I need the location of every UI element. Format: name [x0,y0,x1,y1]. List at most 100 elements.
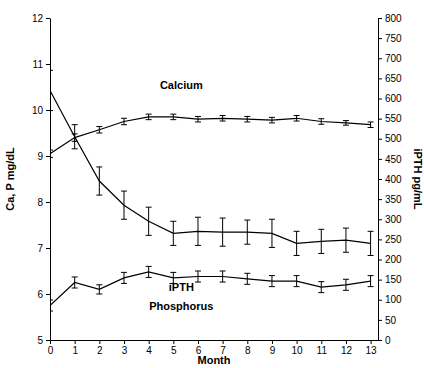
tick-label: 5 [171,345,177,356]
tick-label: 100 [385,294,402,305]
error-cap [195,271,201,272]
error-stem [99,167,100,195]
error-bar [170,114,176,120]
error-cap [50,110,53,111]
tick-label: 0 [48,345,54,356]
error-stem [123,118,124,124]
error-bar [269,219,275,247]
tick-label: 9 [37,151,43,162]
error-cap [294,255,300,256]
tick: 150 [378,274,402,285]
error-stem [247,116,248,122]
error-cap [121,124,127,125]
tick-label: 11 [33,59,44,70]
tick-label: 200 [385,254,402,265]
error-cap [50,311,53,312]
error-stem [370,122,371,128]
error-stem [197,116,198,122]
y2-axis: 0501001502002503003504004505005506006507… [378,13,402,346]
error-bar [195,271,201,282]
error-bar [318,282,324,293]
tick-mark [297,340,298,344]
error-cap [121,219,127,220]
tick: 300 [378,214,402,225]
error-bar [121,272,127,283]
error-cap [318,124,324,125]
tick: 10 [292,340,304,356]
tick: 3 [122,340,128,356]
tick-label: 650 [385,73,402,84]
error-cap [96,284,102,285]
error-bar [220,271,226,282]
tick: 8 [37,197,50,208]
tick-mark [46,18,50,19]
error-cap [96,294,102,295]
y-axis-title: Ca, P mg/dL [4,147,16,211]
error-cap [146,277,152,278]
tick-mark [378,219,382,220]
tick-mark [378,159,382,160]
tick-mark [378,78,382,79]
error-stem [370,231,371,255]
tick-mark [378,38,382,39]
error-cap [269,117,275,118]
tick: 350 [378,194,402,205]
error-bar [96,285,102,294]
y2-axis-title: iPTH pg/mL [412,148,424,209]
tick-mark [378,139,382,140]
error-bar [72,125,78,149]
tick-label: 3 [122,345,128,356]
tick: 50 [378,315,397,326]
tick: 7 [37,243,50,254]
tick: 2 [97,340,103,356]
series-labels: CalciumiPTHPhosphorus [149,79,213,312]
tick-mark [75,340,76,344]
tick-label: 150 [385,274,402,285]
error-cap [269,122,275,123]
error-bar [50,150,53,157]
tick: 700 [378,53,402,64]
tick-mark [378,320,382,321]
tick: 400 [378,174,402,185]
error-stem [74,277,75,288]
series-label: Phosphorus [149,300,213,312]
tick: 5 [37,335,50,346]
error-bar [121,118,127,124]
tick-mark [46,202,50,203]
error-cap [96,126,102,127]
tick-mark [223,340,224,344]
tick: 200 [378,254,402,265]
tick-label: 10 [292,345,304,356]
error-cap [220,282,226,283]
tick: 650 [378,73,402,84]
error-cap [269,275,275,276]
error-bar [146,114,152,120]
tick-mark [247,340,248,344]
tick-label: 10 [32,105,44,116]
error-stem [50,300,51,311]
error-cap [343,290,349,291]
error-bar [244,116,250,122]
error-stem [247,273,248,284]
error-stem [148,207,149,235]
error-bar [368,276,374,287]
error-cap [343,125,349,126]
tick-label: 400 [385,174,402,185]
error-stem [247,220,248,244]
error-stem [123,272,124,283]
error-stem [321,229,322,253]
error-cap [121,118,127,119]
tick-label: 50 [385,315,397,326]
error-stem [345,228,346,252]
error-cap [121,272,127,273]
error-bar [195,116,201,122]
error-cap [96,195,102,196]
error-cap [294,121,300,122]
tick-mark [378,280,382,281]
tick-label: 12 [341,345,353,356]
error-stem [296,231,297,255]
error-stem [99,127,100,133]
error-cap [146,207,152,208]
error-cap [294,275,300,276]
error-cap [170,119,176,120]
